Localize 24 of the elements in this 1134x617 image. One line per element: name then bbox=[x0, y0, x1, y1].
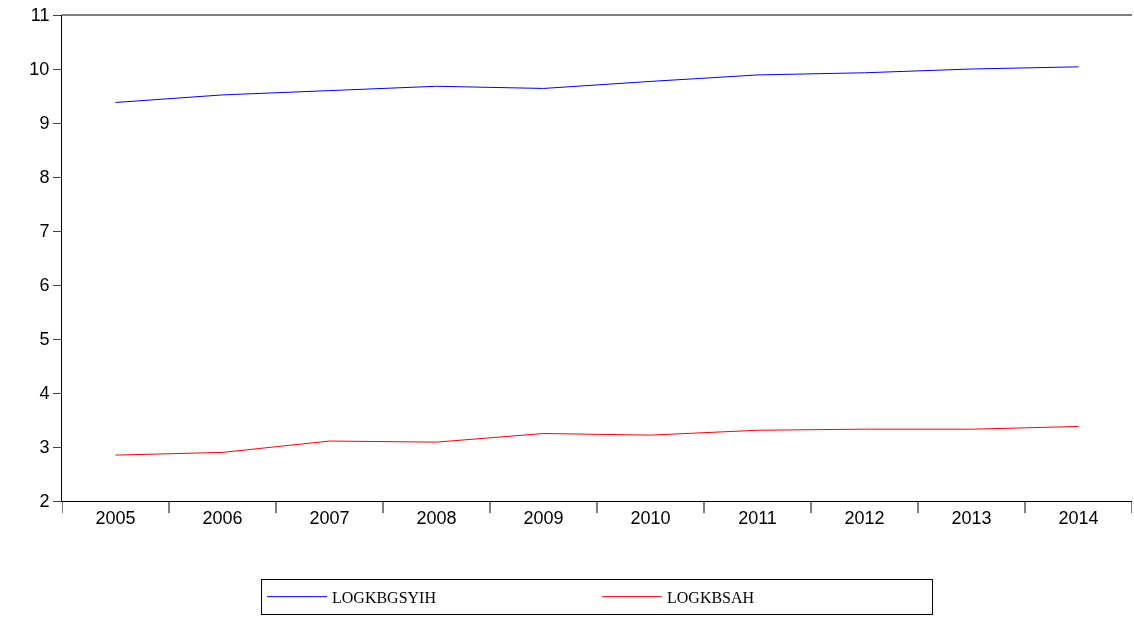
x-tick-label: 2013 bbox=[951, 507, 992, 528]
x-tick-label: 2011 bbox=[738, 507, 777, 528]
x-tick-label: 2005 bbox=[95, 507, 136, 528]
y-tick-label: 7 bbox=[39, 221, 50, 242]
x-tick-label: 2012 bbox=[844, 507, 885, 528]
y-tick-label: 3 bbox=[39, 437, 50, 458]
line-series bbox=[115, 425, 1079, 456]
y-tick-label: 8 bbox=[39, 167, 50, 188]
y-tick-label: 9 bbox=[39, 113, 50, 134]
y-tick-label: 6 bbox=[39, 275, 50, 296]
line-series bbox=[115, 66, 1079, 103]
x-tick-label: 2009 bbox=[523, 507, 564, 528]
x-tick-label: 2006 bbox=[202, 507, 243, 528]
x-tick-label: 2007 bbox=[309, 507, 350, 528]
y-tick-label: 2 bbox=[39, 491, 50, 512]
x-tick-label: 2010 bbox=[630, 507, 671, 528]
y-tick-label: 5 bbox=[39, 329, 50, 350]
legend-label: LOGKBGSYIH bbox=[332, 588, 437, 606]
y-tick-label: 10 bbox=[29, 59, 50, 80]
x-tick-label: 2014 bbox=[1058, 507, 1099, 528]
x-tick-label: 2008 bbox=[416, 507, 457, 528]
y-tick-label: 4 bbox=[39, 383, 50, 404]
y-tick-label: 11 bbox=[30, 5, 50, 26]
legend-label: LOGKBSAH bbox=[667, 588, 755, 606]
